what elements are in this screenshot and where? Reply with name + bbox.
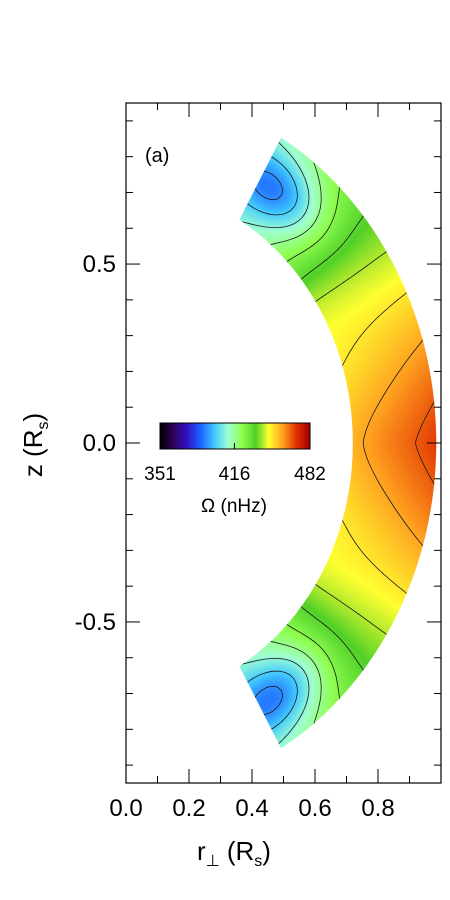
x-axis-title-sub: ⊥ (206, 853, 220, 870)
colorbar-title: Ω (nHz) (201, 496, 267, 517)
x-tick-label: 0.8 (361, 795, 394, 822)
y-tick-label: 0.0 (83, 430, 116, 457)
y-tick-label: -0.5 (75, 609, 116, 636)
y-axis-title: z (Rs) (18, 413, 52, 477)
colorbar-tick-label: 416 (219, 464, 251, 485)
x-axis-title-units-open: (R (220, 836, 255, 866)
y-tick-label: 0.5 (83, 251, 116, 278)
x-tick-label: 0.6 (298, 795, 331, 822)
x-tick-label: 0.4 (235, 795, 268, 822)
y-axis-title-close: ) (18, 413, 48, 422)
colorbar-gradient (159, 422, 311, 450)
colorbar: 351 416 482 Ω (nHz) (144, 422, 326, 517)
axis-ticks (125, 103, 442, 783)
y-tick-labels: -0.5 0.0 0.5 (75, 251, 116, 636)
x-tick-label: 0.0 (109, 795, 142, 822)
y-axis-title-main: z (R (18, 430, 48, 478)
colorbar-tick-label: 482 (294, 464, 326, 485)
x-tick-labels: 0.0 0.2 0.4 0.6 0.8 (109, 795, 394, 822)
panel-label: (a) (145, 145, 169, 167)
colorbar-ticks: 351 416 482 (144, 443, 326, 485)
x-axis-title-main: r (197, 836, 206, 866)
x-tick-label: 0.2 (172, 795, 205, 822)
colorbar-tick-label: 351 (144, 464, 176, 485)
x-axis-title: r⊥ (Rs) (197, 836, 271, 870)
y-axis-title-sub: s (35, 422, 52, 430)
x-axis-title-units-sub: s (254, 853, 262, 870)
x-axis-title-units-close: ) (262, 836, 271, 866)
